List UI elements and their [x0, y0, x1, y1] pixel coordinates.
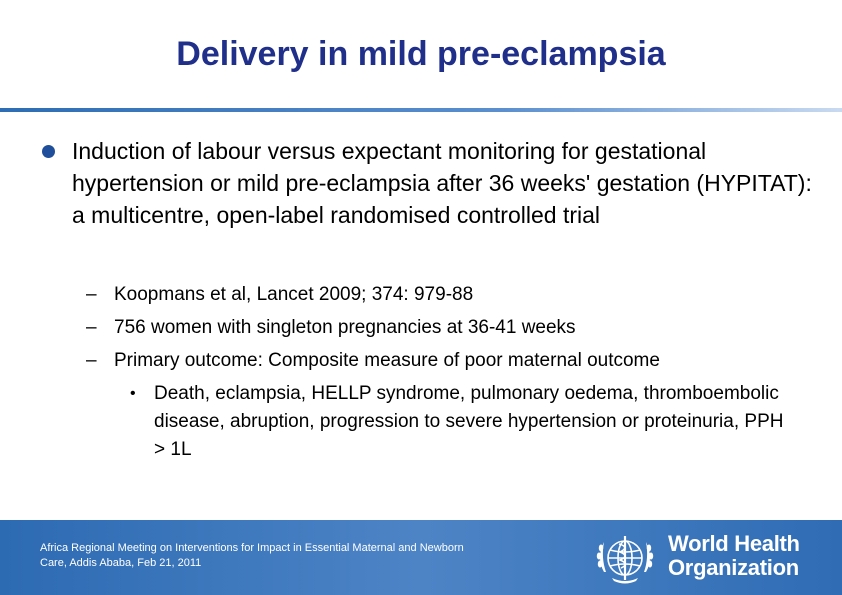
main-bullet: Induction of labour versus expectant mon… — [42, 135, 822, 231]
meeting-caption-line1: Africa Regional Meeting on Interventions… — [40, 542, 464, 554]
sub-sub-bullet: • Death, eclampsia, HELLP syndrome, pulm… — [130, 380, 790, 464]
meeting-caption-line2: Care, Addis Ababa, Feb 21, 2011 — [40, 557, 202, 569]
who-wordmark-line1: World Health — [668, 531, 800, 556]
sub-item-outcome: Primary outcome: Composite measure of po… — [114, 350, 660, 371]
slide-title: Delivery in mild pre-eclampsia — [176, 35, 666, 73]
bullet-icon: • — [130, 385, 136, 402]
who-emblem-icon — [596, 536, 654, 584]
list-item: – Koopmans et al, Lancet 2009; 374: 979-… — [86, 278, 826, 311]
list-item: – 756 women with singleton pregnancies a… — [86, 311, 826, 344]
dash-icon: – — [86, 317, 97, 338]
sub-bullet-list: – Koopmans et al, Lancet 2009; 374: 979-… — [86, 278, 826, 377]
meeting-caption: Africa Regional Meeting on Interventions… — [40, 541, 560, 571]
sub-item-population: 756 women with singleton pregnancies at … — [114, 317, 576, 338]
sub-sub-bullet-text: Death, eclampsia, HELLP syndrome, pulmon… — [154, 383, 784, 460]
list-item: – Primary outcome: Composite measure of … — [86, 344, 826, 377]
title-divider — [0, 108, 842, 112]
dash-icon: – — [86, 284, 97, 305]
bullet-dot-icon — [42, 145, 55, 158]
who-wordmark: World Health Organization — [668, 532, 800, 580]
footer-bar: Africa Regional Meeting on Interventions… — [0, 520, 842, 595]
sub-item-citation: Koopmans et al, Lancet 2009; 374: 979-88 — [114, 284, 474, 305]
dash-icon: – — [86, 350, 97, 371]
who-wordmark-line2: Organization — [668, 555, 799, 580]
main-bullet-text: Induction of labour versus expectant mon… — [72, 138, 812, 228]
